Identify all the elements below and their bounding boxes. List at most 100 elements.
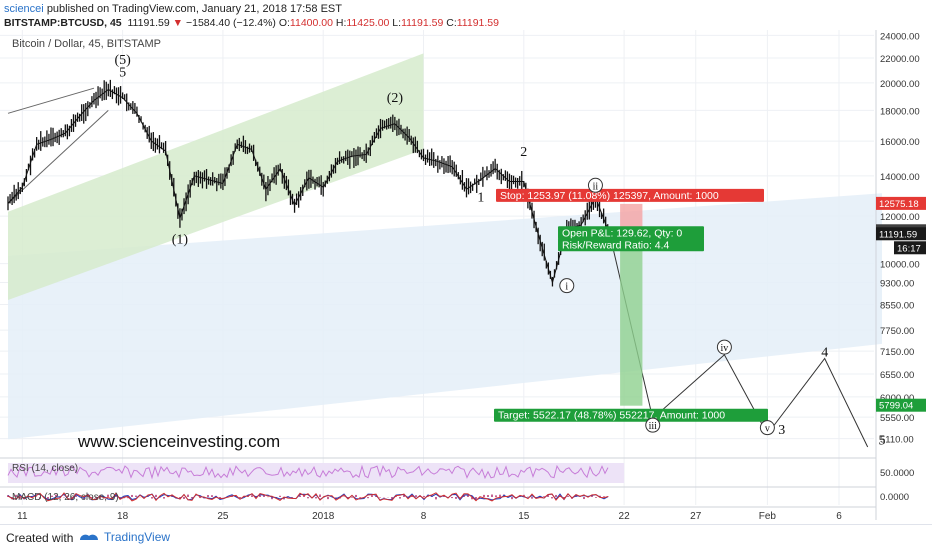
high-value: 11425.00: [346, 17, 390, 29]
wave-label: iii: [649, 421, 658, 432]
blue-channel: [8, 193, 882, 440]
x-tick-label: 6: [836, 511, 842, 522]
y-tick-label: 9300.00: [880, 279, 914, 290]
price-tag-bg: [876, 196, 926, 210]
x-tick-label: 22: [619, 511, 631, 522]
y-tick-label: 16000.00: [880, 137, 920, 148]
x-tick-label: 27: [690, 511, 702, 522]
footer: Created with TradingView: [0, 524, 932, 551]
price-line: [7, 88, 611, 285]
tradingview-brand: TradingView: [104, 530, 171, 544]
x-tick-label: 18: [117, 511, 129, 522]
wave-label: (5): [114, 53, 131, 68]
rsi-label: RSI (14, close): [12, 463, 78, 474]
publisher-link[interactable]: sciencei: [4, 3, 44, 15]
overlays: Stop: 1253.97 (11.08%) 125397, Amount: 1…: [114, 53, 885, 448]
rsi-tick: 50.0000: [880, 468, 914, 479]
rr-label-bg: [558, 238, 704, 252]
wave-circle: [645, 417, 661, 433]
price-tag: 5799.04: [879, 401, 913, 412]
created-with: Created with: [6, 531, 74, 545]
target-zone: [620, 231, 643, 406]
y-tick-label: 22000.00: [880, 54, 920, 65]
high-label: H:: [335, 17, 347, 29]
wave-circle: [587, 177, 603, 193]
price-tag-bg: [876, 398, 926, 412]
y-tick-label: 5550.00: [880, 413, 914, 424]
wave-label: 3: [778, 423, 785, 438]
x-tick-label: 2018: [312, 511, 335, 522]
countdown: 16:17: [897, 243, 921, 254]
y-tick-label: 6550.00: [880, 370, 914, 381]
y-tick-label: 7150.00: [880, 347, 914, 358]
y-tick-label: 5110.00: [880, 435, 914, 446]
stop-zone: [620, 203, 643, 232]
y-tick-label: 7750.00: [880, 326, 914, 337]
projection-path: [609, 234, 869, 448]
wave-circle: [716, 339, 732, 355]
down-arrow-icon: ▼: [172, 17, 184, 29]
wave-label: 5: [119, 65, 126, 80]
x-tick-label: 25: [217, 511, 229, 522]
y-tick-label: 18000.00: [880, 106, 920, 117]
wedge-lower-line: [7, 110, 109, 204]
wave-label: (1): [172, 233, 189, 248]
wave-label: 2: [520, 145, 527, 160]
green-channel: [8, 53, 424, 300]
price-tag: 12575.18: [879, 199, 919, 210]
target-label-bg: [494, 408, 768, 422]
indicators: RSI (14, close) 50.0000 MACD (12, 26, clos…: [0, 457, 914, 503]
x-tick-label: 11: [17, 511, 28, 522]
chart-title: Bitcoin / Dollar, 45, BITSTAMP: [12, 38, 161, 50]
time-axis: 11 18 25 2018 8 15 22 27 Feb 6: [0, 506, 876, 522]
rr-label: Risk/Reward Ratio: 4.4: [562, 239, 670, 251]
wave-circle: [559, 278, 575, 294]
x-tick-label: 15: [518, 511, 530, 522]
pnl-label: Open P&L: 129.62, Qty: 0: [562, 227, 682, 239]
wave-label: 4: [821, 346, 828, 361]
wave-label: 5: [879, 433, 886, 448]
low-value: 11191.59: [401, 17, 444, 29]
ohlc-line: BITSTAMP:BTCUSD, 45 11191.59 ▼ −1584.40 …: [4, 17, 499, 29]
pnl-label-bg: [558, 226, 704, 240]
y-tick-label: 14000.00: [880, 172, 920, 183]
publish-line: sciencei published on TradingView.com, J…: [4, 3, 342, 15]
tradingview-logo-icon: [80, 534, 98, 540]
tradingview-link[interactable]: TradingView: [78, 530, 170, 544]
close-label: C:: [446, 17, 457, 29]
open-label: O:: [278, 17, 290, 29]
y-tick-label: 20000.00: [880, 79, 920, 90]
close-value: 11191.59: [456, 17, 499, 29]
price-axis: 24000.00 22000.00 20000.00 18000.00 16000.00…: [875, 30, 926, 520]
x-tick-label: Feb: [759, 511, 777, 522]
wave-label: (2): [387, 91, 404, 106]
macd-signal-line: [7, 492, 609, 502]
price-chart[interactable]: Stop: 1253.97 (11.08%) 125397, Amount: 1…: [0, 0, 932, 524]
countdown-bg: [894, 241, 926, 255]
y-tick-label: 8550.00: [880, 300, 914, 311]
wave-label: ii: [593, 181, 599, 192]
y-tick-label: 12000.00: [880, 212, 920, 223]
macd-line: [7, 493, 609, 501]
x-tick-label: 8: [421, 511, 427, 522]
price-tag: 11191.59: [879, 229, 917, 240]
published-text: published on TradingView.com, January 21…: [46, 3, 342, 15]
symbol: BITSTAMP:BTCUSD, 45: [4, 17, 122, 29]
stop-label: Stop: 1253.97 (11.08%) 125397, Amount: 1…: [500, 190, 719, 202]
wave-label: i: [565, 282, 568, 293]
target-label: Target: 5522.17 (48.78%) 552217, Amount:…: [498, 410, 725, 422]
last-price: 11191.59: [127, 17, 170, 29]
channels: [7, 53, 882, 440]
rsi-line: [7, 464, 609, 480]
wave-circle: [759, 420, 775, 436]
y-tick-label: 24000.00: [880, 31, 920, 42]
stop-label-bg: [496, 188, 764, 202]
price-change: −1584.40 (−12.4%): [186, 17, 276, 29]
macd-label: MACD (12, 26, close, 9): [12, 492, 119, 503]
watermark: www.scienceinvesting.com: [77, 432, 280, 451]
y-tick-label: 6000.00: [880, 393, 914, 404]
price-tag-bg: [876, 227, 926, 241]
y-tick-label: 10000.00: [880, 260, 920, 271]
wedge-upper-line: [7, 87, 95, 114]
wave-label: v: [765, 424, 770, 435]
